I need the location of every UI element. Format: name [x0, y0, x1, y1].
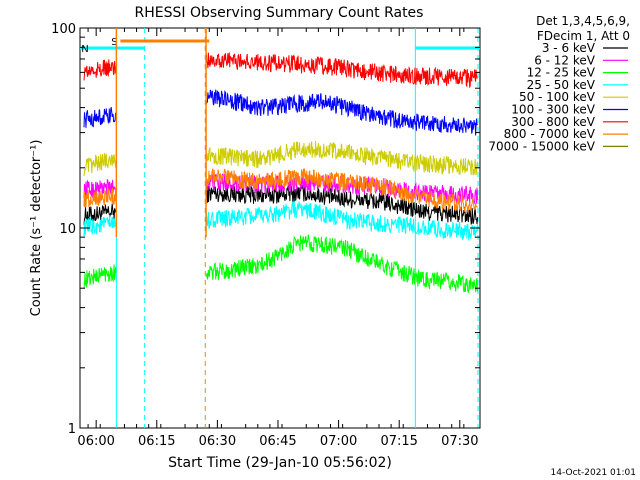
x-tick-label: 07:00	[320, 434, 357, 449]
x-tick-label: 06:00	[77, 434, 114, 449]
series-line	[206, 52, 478, 89]
legend-entry-label: 800 - 7000 keV	[504, 127, 596, 141]
y-tick-label: 1	[68, 422, 76, 437]
series-line	[83, 187, 117, 208]
x-tick-label: 07:15	[380, 434, 417, 449]
y-tick-label: 100	[51, 22, 76, 37]
plot-frame	[79, 27, 481, 429]
legend-entry-label: 3 - 6 keV	[542, 41, 596, 55]
series-line	[206, 89, 478, 136]
series-line	[83, 264, 117, 289]
legend-entry-label: 6 - 12 keV	[534, 53, 596, 67]
series-line	[83, 214, 117, 237]
legend-entry-label: 25 - 50 keV	[527, 78, 596, 92]
series-line	[206, 168, 478, 213]
plot-area: SN	[79, 27, 481, 429]
series-line	[206, 234, 478, 293]
x-tick-label: 06:30	[199, 434, 236, 449]
legend: Det 1,3,4,5,6,9, FDecim 1, Att 0 3 - 6 k…	[488, 14, 630, 153]
x-axis-label: Start Time (29-Jan-10 05:56:02)	[168, 455, 392, 471]
legend-entry-label: 300 - 800 keV	[511, 115, 595, 129]
series-line	[206, 141, 478, 176]
flag-label: N	[81, 44, 88, 55]
series-line	[206, 201, 478, 241]
series-line	[83, 153, 117, 177]
legend-entry-label: 50 - 100 keV	[519, 90, 596, 104]
x-axis: 06:00 06:15 06:30 06:45 07:00 07:15 07:30	[77, 28, 479, 449]
chart-title: RHESSI Observing Summary Count Rates	[135, 5, 424, 21]
x-tick-label: 07:30	[441, 434, 478, 449]
x-tick-label: 06:45	[259, 434, 296, 449]
legend-entry-label: 100 - 300 keV	[511, 103, 595, 117]
y-tick-label: 10	[59, 222, 76, 237]
y-axis: 1 10 100	[51, 22, 480, 437]
legend-header-line-1: Det 1,3,4,5,6,9,	[536, 14, 630, 28]
x-tick-label: 06:15	[138, 434, 175, 449]
legend-header-line-2: FDecim 1, Att 0	[537, 29, 630, 43]
series-line	[83, 59, 117, 81]
footer-date: 14-Oct-2021 01:01	[551, 468, 636, 478]
series-line	[83, 107, 117, 128]
flag-label: S	[111, 37, 117, 48]
y-axis-label: Count Rate (s⁻¹ detector⁻¹)	[29, 140, 44, 317]
legend-entry-label: 7000 - 15000 keV	[488, 139, 595, 153]
series-line	[206, 184, 478, 226]
legend-entry-label: 12 - 25 keV	[527, 66, 596, 80]
